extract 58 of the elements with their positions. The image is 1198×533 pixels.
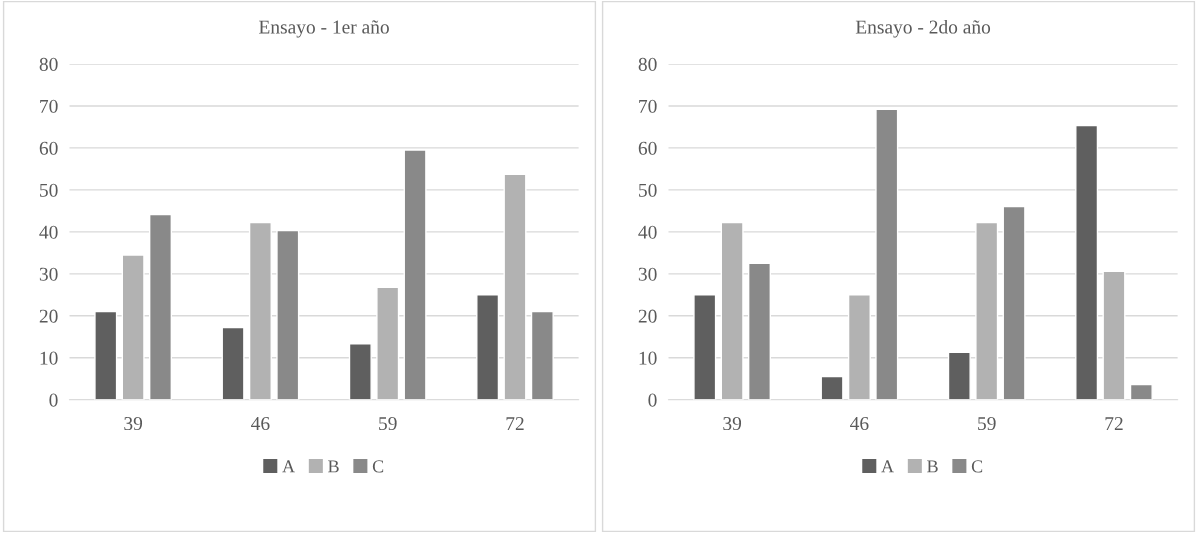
bar <box>1129 383 1153 400</box>
y-tick-label: 70 <box>40 99 58 113</box>
x-tick-label: 39 <box>124 417 143 431</box>
y-tick-label: 40 <box>638 225 657 239</box>
x-tick-label: 59 <box>978 417 996 431</box>
y-tick-label: 50 <box>40 183 58 197</box>
bar <box>875 108 899 400</box>
x-tick-label: 46 <box>251 417 270 431</box>
bar <box>720 221 744 400</box>
bar <box>1102 270 1126 400</box>
bar <box>693 294 717 400</box>
bar <box>747 262 772 400</box>
bar <box>148 213 173 400</box>
y-tick-label: 70 <box>639 99 657 113</box>
legend-label: B <box>328 460 339 473</box>
bar <box>221 326 245 400</box>
chart-title: Ensayo - 2do año <box>855 19 991 38</box>
y-tick-label: 30 <box>638 267 657 281</box>
legend-label: A <box>282 460 295 473</box>
bar <box>94 310 118 400</box>
y-tick-label: 60 <box>638 141 657 155</box>
bar <box>503 173 527 400</box>
y-tick-label: 20 <box>39 309 58 323</box>
y-tick-label: 30 <box>39 267 58 281</box>
y-tick-label: 10 <box>40 351 58 365</box>
bar <box>530 310 554 400</box>
y-tick-label: 50 <box>639 183 657 197</box>
legend-label: C <box>372 460 384 473</box>
legend-label: C <box>971 460 983 473</box>
y-tick-label: 10 <box>639 351 657 365</box>
y-tick-label: 80 <box>39 57 58 71</box>
y-tick-label: 0 <box>648 393 657 407</box>
x-tick-label: 72 <box>1105 417 1123 430</box>
bar <box>1002 205 1026 400</box>
x-tick-label: 39 <box>723 417 742 431</box>
bar <box>403 149 427 400</box>
y-tick-label: 20 <box>638 309 657 323</box>
bar <box>1075 124 1099 400</box>
bar <box>947 351 971 400</box>
bar <box>348 343 372 400</box>
bar <box>276 229 300 400</box>
y-tick-label: 80 <box>638 57 657 71</box>
legend-label: B <box>927 460 938 473</box>
chart-title: Ensayo - 1er año <box>259 20 389 38</box>
y-tick-label: 60 <box>39 141 58 155</box>
x-tick-label: 72 <box>506 417 524 430</box>
bar <box>476 294 500 400</box>
bar <box>376 286 400 400</box>
bar <box>847 294 871 400</box>
y-tick-label: 40 <box>39 225 58 239</box>
x-tick-label: 46 <box>850 417 869 431</box>
y-tick-label: 0 <box>49 393 58 407</box>
bar <box>820 375 844 400</box>
x-tick-label: 59 <box>379 417 397 431</box>
bar <box>975 221 999 400</box>
bar <box>248 221 272 400</box>
legend-label: A <box>881 460 894 473</box>
bar <box>121 254 145 400</box>
